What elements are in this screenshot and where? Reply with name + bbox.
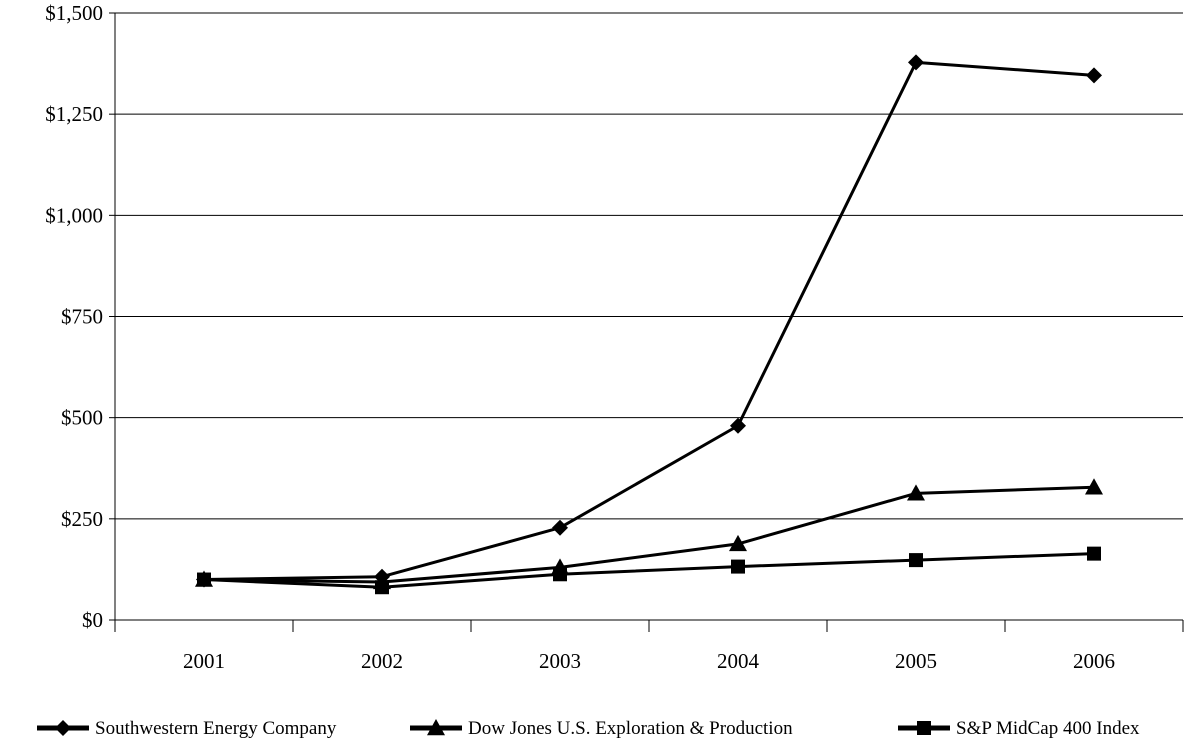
square-marker — [375, 580, 389, 595]
diamond-marker — [552, 519, 568, 536]
legend-label: Dow Jones U.S. Exploration & Production — [468, 718, 793, 739]
x-tick-label: 2003 — [539, 649, 581, 673]
diamond-marker — [730, 417, 746, 434]
square-marker — [731, 559, 745, 574]
series-line — [203, 60, 1095, 582]
y-tick-label: $1,250 — [45, 102, 103, 126]
x-tick-label: 2006 — [1073, 649, 1115, 673]
series-diamond — [196, 54, 1102, 588]
square-marker — [1087, 546, 1101, 561]
y-tick-label: $750 — [61, 305, 103, 329]
square-marker — [197, 572, 211, 587]
y-tick-label: $250 — [61, 507, 103, 531]
x-axis-tick-labels: 2001 2002 2003 2004 2005 2006 — [183, 649, 1115, 673]
legend-item: Southwestern Energy Company — [37, 718, 337, 739]
gridlines — [109, 12, 1183, 621]
diamond-marker — [1086, 67, 1102, 84]
y-tick-label: $1,000 — [45, 203, 103, 227]
y-tick-label: $500 — [61, 406, 103, 430]
series-triangle — [195, 478, 1103, 590]
x-tick-label: 2001 — [183, 649, 225, 673]
y-tick-label: $0 — [82, 608, 103, 632]
x-tick-label: 2004 — [717, 649, 760, 673]
x-tick-label: 2002 — [361, 649, 403, 673]
data-series — [195, 54, 1103, 595]
y-tick-label: $1,500 — [45, 1, 103, 25]
series-line — [203, 485, 1095, 584]
diamond-marker — [908, 54, 924, 71]
legend-label: S&P MidCap 400 Index — [956, 718, 1140, 739]
triangle-marker — [1085, 478, 1103, 495]
diamond-marker — [55, 720, 71, 736]
triangle-marker — [427, 719, 445, 736]
legend-item: S&P MidCap 400 Index — [898, 718, 1140, 739]
legend-label: Southwestern Energy Company — [95, 718, 337, 739]
x-tick-label: 2005 — [895, 649, 937, 673]
triangle-marker — [907, 484, 925, 501]
legend: Southwestern Energy Company Dow Jones U.S… — [37, 718, 1140, 739]
axes — [114, 13, 1184, 632]
square-marker — [909, 553, 923, 568]
y-axis-tick-labels: $0 $250 $500 $750 $1,000 $1,250 $1,500 — [45, 1, 103, 632]
series-square — [197, 546, 1101, 595]
legend-item: Dow Jones U.S. Exploration & Production — [410, 718, 793, 739]
triangle-marker — [729, 534, 747, 552]
series-line — [203, 552, 1095, 589]
square-marker — [917, 721, 931, 735]
square-marker — [553, 567, 567, 582]
